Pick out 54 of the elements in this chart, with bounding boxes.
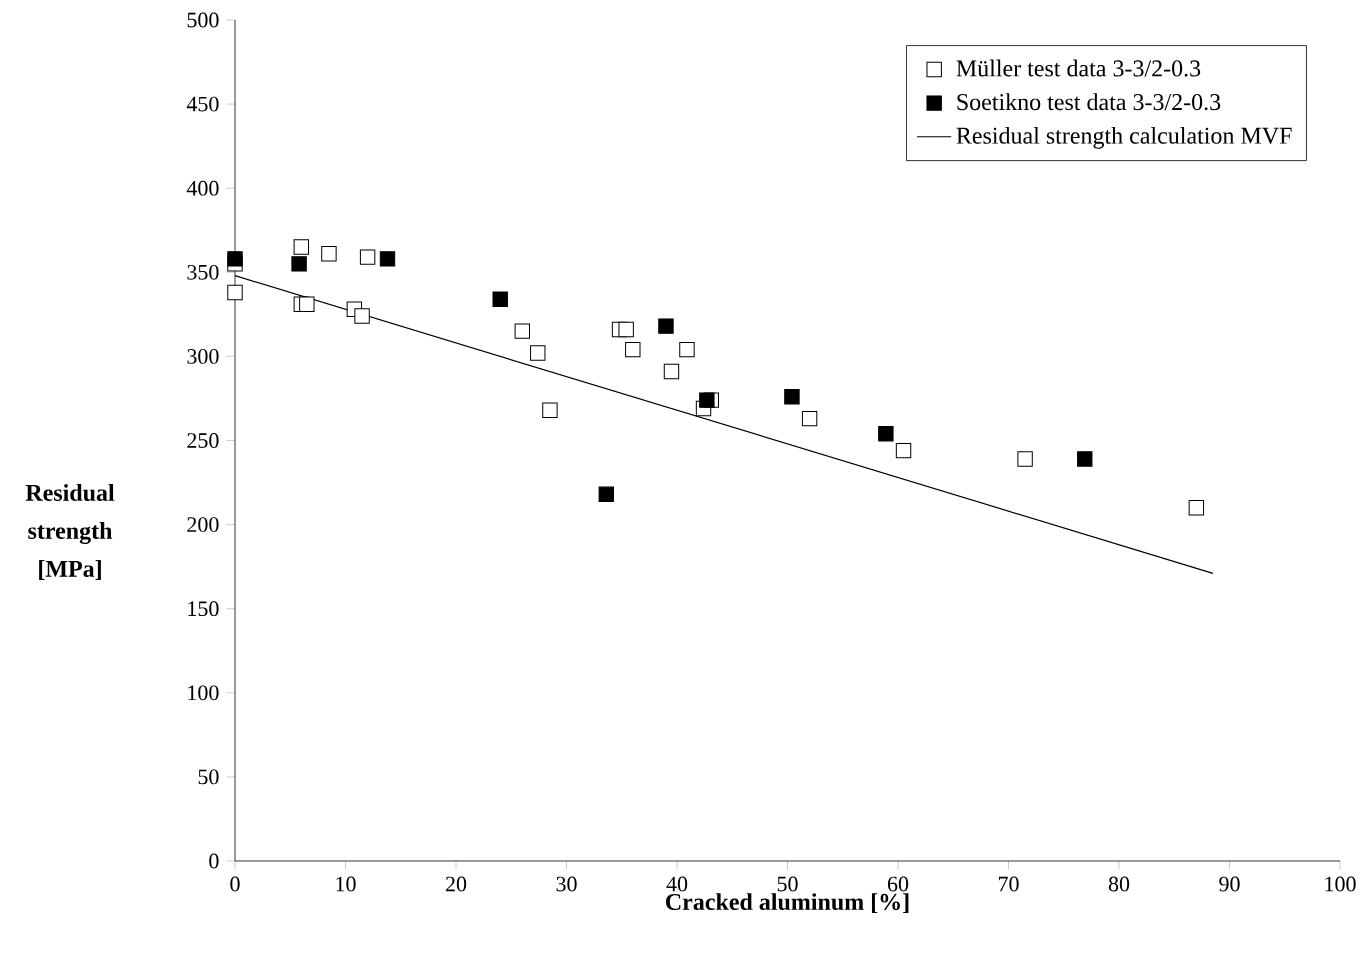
x-tick-label: 70	[998, 876, 1019, 892]
y-tick-label: 500	[187, 12, 219, 28]
point	[359, 249, 376, 265]
point	[658, 318, 674, 334]
point	[514, 323, 530, 339]
legend-label: Soetikno test data 3-3/2-0.3	[957, 93, 1221, 111]
point	[293, 239, 310, 255]
y-tick-label: 400	[186, 180, 219, 196]
point	[542, 402, 558, 418]
y-tick-label: 100	[188, 685, 219, 701]
x-tick-label: 100	[1325, 876, 1356, 892]
y-tick-label: 350	[187, 264, 219, 280]
point	[492, 291, 508, 307]
point	[784, 389, 800, 405]
point	[618, 321, 634, 338]
x-tick-label: 80	[1108, 876, 1130, 892]
y-axis-title: Residual strength [MPa]	[25, 484, 115, 580]
point	[801, 410, 818, 427]
point	[663, 363, 680, 380]
x-tick-label: 30	[556, 876, 577, 892]
point	[227, 284, 243, 301]
legend-label: Residual strength calculation MVF	[956, 126, 1292, 149]
point	[321, 246, 337, 262]
x-tick-label: 50	[777, 876, 798, 892]
x-tick-label: 0	[230, 876, 240, 892]
y-tick-label: 450	[186, 96, 219, 112]
point	[895, 442, 912, 459]
point	[1077, 451, 1093, 467]
x-tick-label: 20	[445, 876, 467, 892]
point	[227, 251, 243, 267]
point	[299, 296, 315, 312]
point	[625, 341, 641, 358]
y-tick-label: 0	[209, 853, 219, 869]
y-tick-label: 150	[188, 601, 219, 617]
point	[679, 341, 695, 358]
point	[530, 345, 546, 361]
x-tick-label: 60	[887, 876, 909, 892]
point	[878, 426, 894, 442]
legend-label: Müller test data 3-3/2-0.3	[956, 59, 1201, 77]
y-tick-label: 200	[187, 517, 219, 533]
point	[379, 251, 396, 267]
point	[598, 486, 614, 503]
point	[354, 308, 370, 324]
x-tick-label: 10	[336, 876, 356, 892]
point	[1188, 500, 1205, 516]
point	[291, 256, 307, 272]
y-tick-label: 50	[198, 769, 219, 785]
point	[699, 392, 715, 408]
x-axis-title: Cracked aluminum [%]	[666, 893, 909, 914]
y-tick-label: 300	[187, 348, 219, 364]
x-tick-label: 90	[1219, 876, 1240, 892]
y-tick-label: 250	[187, 433, 219, 448]
x-tick-label: 40	[666, 876, 688, 892]
point	[1017, 451, 1033, 467]
